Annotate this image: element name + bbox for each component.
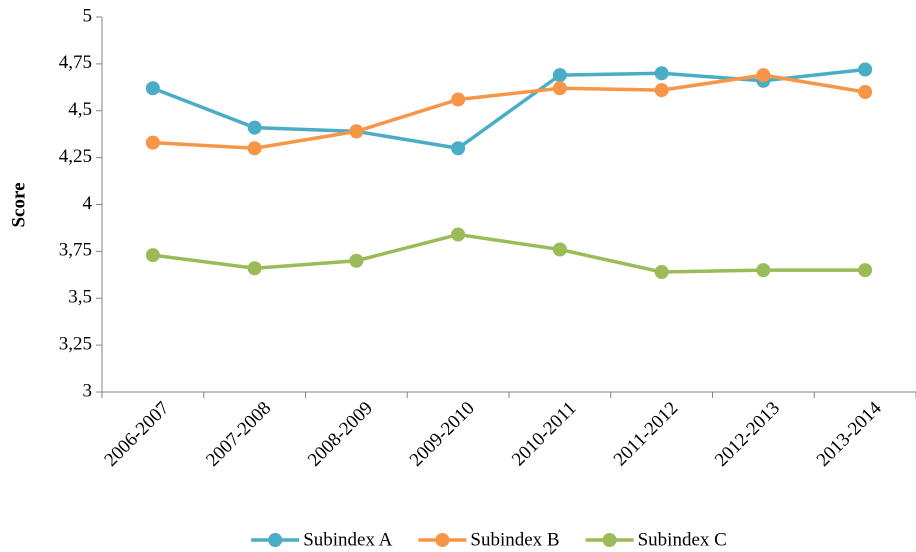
legend-item: Subindex A: [251, 529, 393, 550]
point: [858, 85, 873, 99]
point: [858, 263, 873, 278]
point: [451, 227, 466, 242]
point: [145, 81, 160, 96]
x-tick-label: 2012-2013: [711, 398, 784, 471]
series-line: [152, 73, 866, 151]
y-tick-label: 4,5: [68, 99, 92, 120]
legend: Subindex A Subindex B Subindex C: [251, 529, 727, 550]
point: [552, 68, 567, 83]
point: [654, 66, 669, 81]
point: [552, 81, 567, 96]
y-axis-label: Score: [8, 182, 29, 227]
series-line: [152, 67, 866, 151]
legend-marker: [602, 533, 617, 547]
y-tick-label: 5: [83, 5, 93, 26]
y-tick-label: 4: [83, 193, 93, 214]
x-tick-label: 2006-2007: [100, 398, 173, 471]
point: [654, 265, 669, 279]
y-tick-label: 4,25: [59, 146, 92, 167]
point: [756, 263, 771, 278]
legend-marker: [268, 533, 283, 547]
point: [451, 141, 466, 156]
x-tick-label: 2011-2012: [610, 398, 683, 471]
point: [756, 68, 771, 83]
legend-label: Subindex B: [470, 529, 559, 550]
x-tick-label: 2009-2010: [406, 398, 479, 471]
legend-item: Subindex B: [418, 529, 560, 550]
x-tick-label: 2010-2011: [508, 398, 581, 471]
x-tick-label: 2007-2008: [202, 398, 275, 471]
point: [247, 120, 262, 135]
point: [349, 253, 364, 268]
y-tick-label: 3,25: [59, 333, 92, 354]
point: [145, 135, 160, 150]
point: [247, 261, 262, 276]
legend-label: Subindex C: [638, 529, 727, 550]
y-tick-label: 3,5: [68, 287, 92, 308]
point: [858, 62, 873, 77]
y-tick-label: 3: [83, 380, 93, 401]
series-line: [152, 232, 866, 274]
legend-label: Subindex A: [303, 529, 392, 550]
point: [247, 141, 262, 156]
x-tick-label: 2008-2009: [304, 398, 377, 471]
legend-marker: [435, 533, 450, 547]
y-tick-label: 4,75: [59, 52, 92, 73]
y-tick-label: 3,75: [59, 240, 92, 261]
legend-item: Subindex C: [585, 529, 727, 550]
point: [145, 248, 160, 263]
point: [451, 92, 466, 107]
point: [349, 124, 364, 139]
x-tick-label: 2013-2014: [813, 397, 886, 470]
point: [654, 83, 669, 98]
point: [552, 242, 567, 257]
